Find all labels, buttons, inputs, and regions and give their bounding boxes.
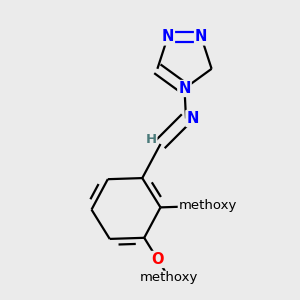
Text: N: N <box>162 29 174 44</box>
Text: N: N <box>186 111 199 126</box>
Text: methoxy: methoxy <box>140 271 198 284</box>
Text: O: O <box>152 252 164 267</box>
Text: H: H <box>145 133 157 146</box>
Text: N: N <box>195 29 207 44</box>
Text: methoxy: methoxy <box>178 200 237 212</box>
Text: N: N <box>178 81 191 96</box>
Text: O: O <box>180 199 192 214</box>
